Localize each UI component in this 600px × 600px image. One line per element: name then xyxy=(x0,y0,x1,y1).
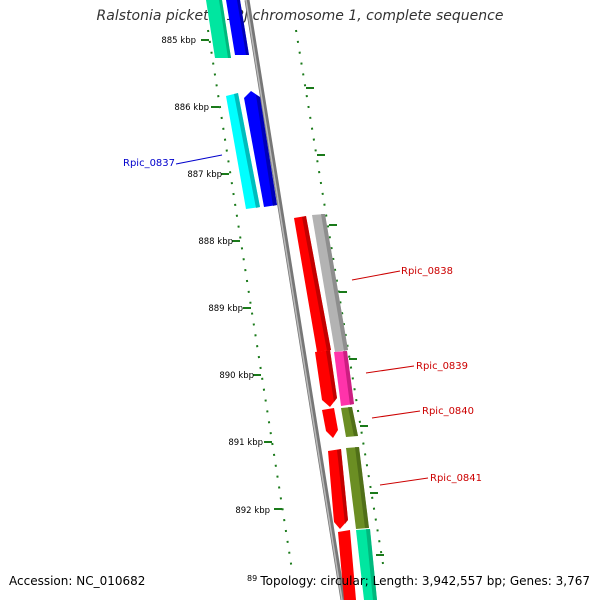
left-tick-marks xyxy=(201,39,282,510)
tick-label: 891 kbp xyxy=(228,438,263,448)
tick-label: 889 kbp xyxy=(208,304,243,314)
gene-feature-teal-top[interactable] xyxy=(206,0,231,58)
accession-label: Accession: NC_010682 xyxy=(9,574,146,588)
gene-label-rpic-0839[interactable]: Rpic_0839 xyxy=(416,361,468,372)
gene-feature-red-bottom[interactable] xyxy=(338,530,356,600)
tick-label: 886 kbp xyxy=(174,103,209,113)
cutoff-tick-label: 89 xyxy=(247,574,258,583)
genome-summary: Topology: circular; Length: 3,942,557 bp… xyxy=(260,574,590,588)
chromosome-backbone-highlight xyxy=(245,0,343,600)
leader-rpic-0840 xyxy=(371,410,421,419)
leader-rpic-0837 xyxy=(175,154,223,165)
tick-label: 885 kbp xyxy=(161,36,196,46)
tick-label: 887 kbp xyxy=(187,170,222,180)
leader-rpic-0841 xyxy=(379,477,429,486)
gene-label-rpic-0838[interactable]: Rpic_0838 xyxy=(401,266,453,277)
tick-label: 892 kbp xyxy=(235,506,270,516)
right-tick-marks xyxy=(306,87,384,556)
leader-rpic-0838 xyxy=(351,270,401,281)
map-title: Ralstonia pickettii 12J chromosome 1, co… xyxy=(96,8,504,24)
gene-feature-blue-top[interactable] xyxy=(226,0,249,55)
tick-label: 890 kbp xyxy=(219,371,254,381)
leader-rpic-0839 xyxy=(365,365,415,374)
tick-label: 888 kbp xyxy=(198,237,233,247)
gene-label-rpic-0840[interactable]: Rpic_0840 xyxy=(422,406,474,417)
gene-label-rpic-0837[interactable]: Rpic_0837 xyxy=(123,158,175,169)
gene-feature-rpic-0840[interactable] xyxy=(322,408,338,438)
gene-feature-rpic-0841[interactable] xyxy=(328,449,348,529)
chromosome-backbone xyxy=(244,0,346,600)
gene-label-rpic-0841[interactable]: Rpic_0841 xyxy=(430,473,482,484)
